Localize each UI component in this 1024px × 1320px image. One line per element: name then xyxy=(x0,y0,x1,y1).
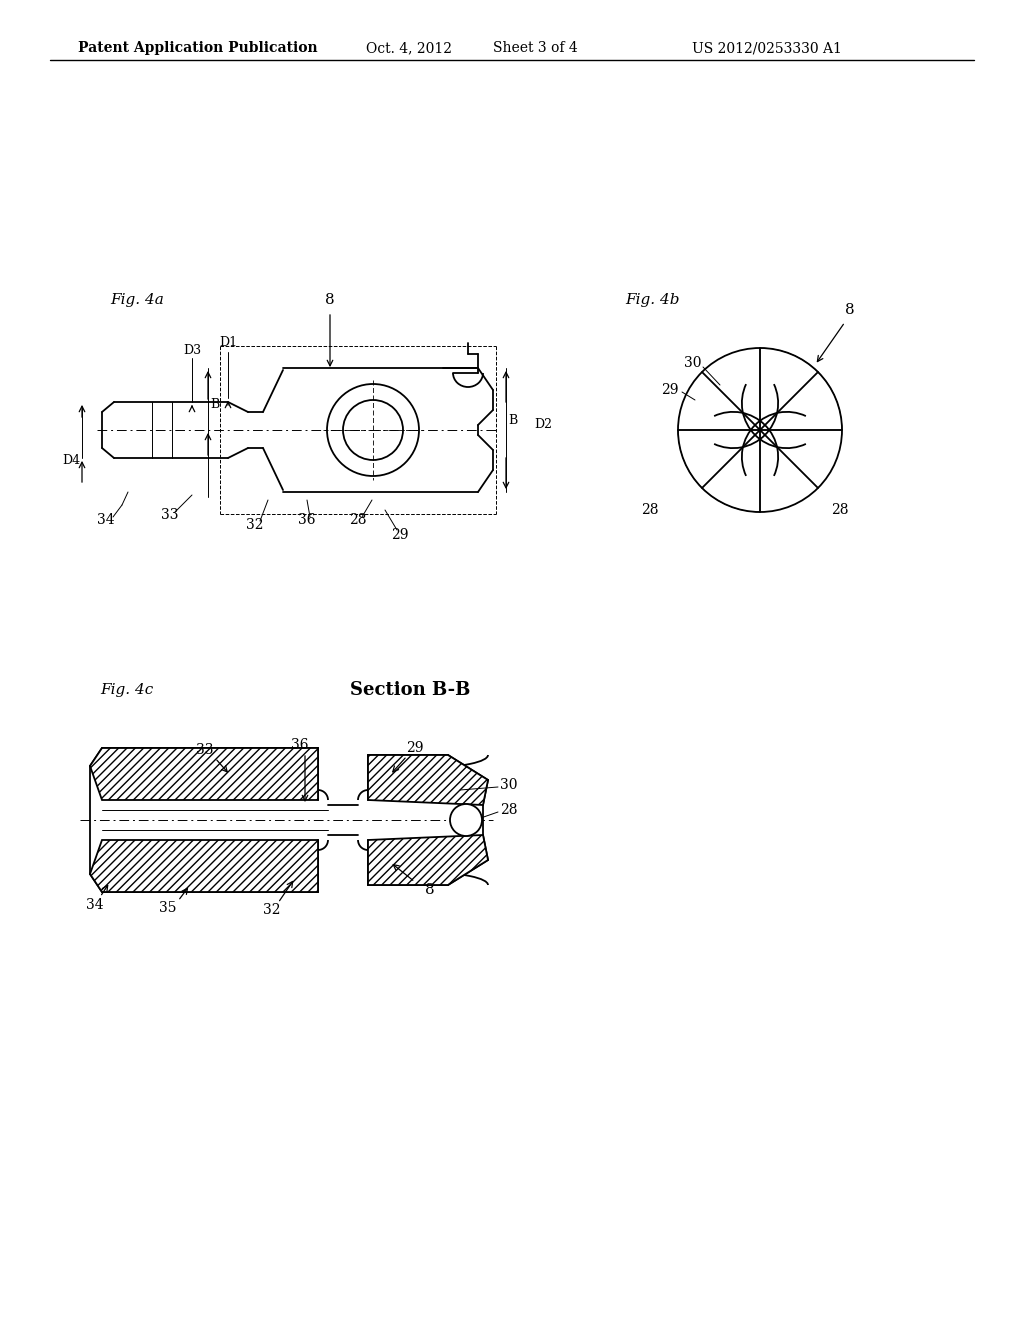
Text: 8: 8 xyxy=(326,293,335,308)
Polygon shape xyxy=(368,755,488,805)
Text: 36: 36 xyxy=(298,513,315,527)
Text: Fig. 4b: Fig. 4b xyxy=(625,293,680,308)
Text: 28: 28 xyxy=(349,513,367,527)
Text: 33: 33 xyxy=(197,743,214,756)
Text: 35: 35 xyxy=(160,902,177,915)
Text: US 2012/0253330 A1: US 2012/0253330 A1 xyxy=(692,41,842,55)
Text: 28: 28 xyxy=(831,503,849,517)
Text: 32: 32 xyxy=(263,903,281,917)
Text: 8: 8 xyxy=(425,883,435,898)
Text: D4: D4 xyxy=(61,454,80,466)
Text: Fig. 4c: Fig. 4c xyxy=(100,682,154,697)
Text: 34: 34 xyxy=(97,513,115,527)
Polygon shape xyxy=(368,836,488,884)
Text: 36: 36 xyxy=(291,738,309,752)
Text: 29: 29 xyxy=(391,528,409,543)
Text: B: B xyxy=(508,413,517,426)
Text: D3: D3 xyxy=(183,343,201,356)
Text: 28: 28 xyxy=(500,803,517,817)
Text: Patent Application Publication: Patent Application Publication xyxy=(78,41,317,55)
Text: Section B-B: Section B-B xyxy=(350,681,470,700)
Text: 8: 8 xyxy=(845,304,855,317)
Text: B: B xyxy=(210,397,219,411)
Text: 29: 29 xyxy=(407,741,424,755)
Polygon shape xyxy=(90,840,318,892)
Text: Fig. 4a: Fig. 4a xyxy=(110,293,164,308)
Text: 28: 28 xyxy=(641,503,658,517)
Text: Sheet 3 of 4: Sheet 3 of 4 xyxy=(493,41,578,55)
Text: 30: 30 xyxy=(500,777,517,792)
Text: D2: D2 xyxy=(534,418,552,432)
Text: Oct. 4, 2012: Oct. 4, 2012 xyxy=(366,41,452,55)
Text: 29: 29 xyxy=(662,383,679,397)
Text: 33: 33 xyxy=(161,508,179,521)
Text: 30: 30 xyxy=(684,356,701,370)
Text: 32: 32 xyxy=(246,517,264,532)
Text: 34: 34 xyxy=(86,898,103,912)
Text: D1: D1 xyxy=(219,337,238,350)
Circle shape xyxy=(450,804,482,836)
Polygon shape xyxy=(90,748,318,800)
